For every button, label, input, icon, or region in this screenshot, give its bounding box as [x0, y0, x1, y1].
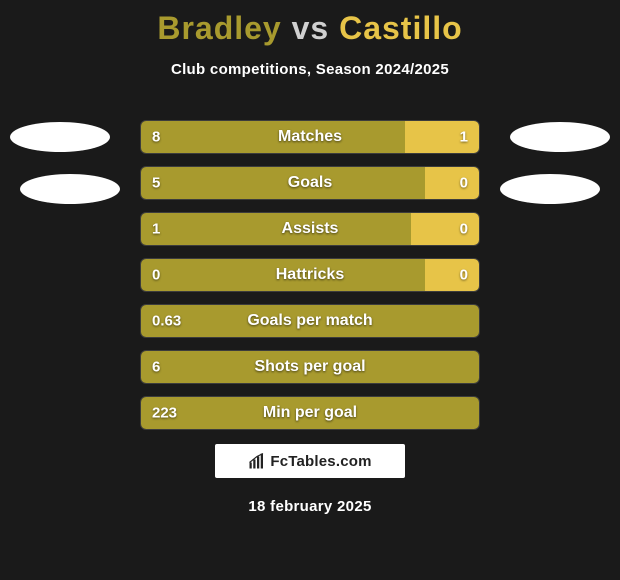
stat-bar-player2-segment: [411, 213, 479, 245]
stat-row: 0.63Goals per match: [140, 304, 480, 338]
stat-bar-player1-segment: [141, 305, 479, 337]
stat-bar-bg: [140, 350, 480, 384]
stat-bars-container: 81Matches50Goals10Assists00Hattricks0.63…: [140, 120, 480, 442]
stat-value-player1: 0.63: [152, 313, 181, 330]
brand-badge: FcTables.com: [215, 444, 405, 478]
brand-text: FcTables.com: [270, 453, 371, 470]
stat-bar-bg: [140, 166, 480, 200]
stat-value-player1: 223: [152, 405, 177, 422]
stat-row: 00Hattricks: [140, 258, 480, 292]
stat-row: 6Shots per goal: [140, 350, 480, 384]
stat-bar-bg: [140, 258, 480, 292]
brand-icon: [248, 452, 266, 470]
stat-row: 223Min per goal: [140, 396, 480, 430]
stat-value-player1: 8: [152, 129, 160, 146]
comparison-title: Bradley vs Castillo: [0, 0, 620, 47]
player1-avatar-placeholder-shadow: [20, 174, 120, 204]
stat-value-player1: 5: [152, 175, 160, 192]
stat-bar-player2-segment: [425, 259, 479, 291]
stat-bar-player1-segment: [141, 121, 405, 153]
player1-name: Bradley: [157, 10, 281, 46]
vs-text: vs: [292, 10, 330, 46]
player2-name: Castillo: [339, 10, 463, 46]
stat-value-player2: 0: [460, 221, 468, 238]
stat-value-player1: 6: [152, 359, 160, 376]
subtitle: Club competitions, Season 2024/2025: [0, 61, 620, 78]
stat-value-player2: 0: [460, 175, 468, 192]
stat-bar-player1-segment: [141, 351, 479, 383]
stat-bar-player1-segment: [141, 167, 425, 199]
stat-bar-bg: [140, 120, 480, 154]
date-text: 18 february 2025: [0, 498, 620, 515]
stat-bar-player1-segment: [141, 397, 479, 429]
stat-bar-bg: [140, 396, 480, 430]
player2-avatar-placeholder: [510, 122, 610, 152]
player2-avatar-placeholder-shadow: [500, 174, 600, 204]
stat-bar-player2-segment: [425, 167, 479, 199]
stat-row: 81Matches: [140, 120, 480, 154]
stat-value-player2: 1: [460, 129, 468, 146]
stat-bar-bg: [140, 212, 480, 246]
stat-bar-player1-segment: [141, 259, 425, 291]
player1-avatar-placeholder: [10, 122, 110, 152]
stat-row: 50Goals: [140, 166, 480, 200]
stat-value-player1: 1: [152, 221, 160, 238]
stat-bar-player1-segment: [141, 213, 411, 245]
stat-row: 10Assists: [140, 212, 480, 246]
stat-value-player2: 0: [460, 267, 468, 284]
stat-bar-bg: [140, 304, 480, 338]
stat-value-player1: 0: [152, 267, 160, 284]
